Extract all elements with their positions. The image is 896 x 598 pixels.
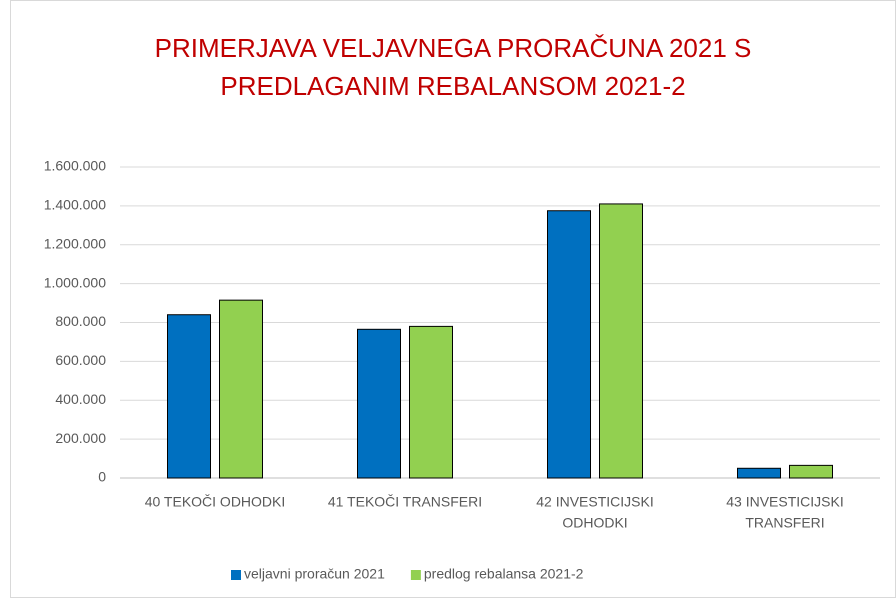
y-tick-label: 1.400.000 — [44, 197, 106, 213]
x-tick-label: 40 TEKOČI ODHODKI — [145, 494, 286, 510]
bar — [599, 203, 643, 479]
y-tick-label: 400.000 — [55, 391, 106, 407]
x-tick-label: ODHODKI — [562, 515, 627, 531]
y-tick-label: 200.000 — [55, 430, 106, 446]
x-tick-label: 42 INVESTICIJSKI — [536, 494, 653, 510]
chart-title: PRIMERJAVA VELJAVNEGA PRORAČUNA 2021 S — [155, 33, 752, 63]
bar — [547, 210, 591, 479]
bar — [737, 467, 781, 479]
chart-title: PREDLAGANIM REBALANSOM 2021-2 — [220, 71, 685, 101]
y-tick-label: 0 — [98, 469, 106, 485]
bar — [219, 299, 263, 479]
y-tick-label: 1.000.000 — [44, 274, 106, 290]
legend-label: predlog rebalansa 2021-2 — [424, 566, 584, 582]
legend-label: veljavni proračun 2021 — [244, 566, 385, 582]
x-tick-label: 43 INVESTICIJSKI — [726, 494, 843, 510]
legend-swatch — [231, 570, 241, 580]
x-tick-label: TRANSFERI — [745, 515, 824, 531]
bar — [409, 325, 453, 479]
y-tick-label: 1.600.000 — [44, 158, 106, 174]
legend-swatch — [410, 570, 421, 580]
y-tick-label: 1.200.000 — [44, 235, 106, 251]
chart-frame — [10, 0, 896, 598]
bar — [357, 328, 401, 479]
bar — [167, 314, 211, 479]
y-tick-label: 600.000 — [55, 352, 106, 368]
x-tick-label: 41 TEKOČI TRANSFERI — [328, 494, 482, 510]
bar — [789, 464, 833, 479]
y-tick-label: 800.000 — [55, 313, 106, 329]
